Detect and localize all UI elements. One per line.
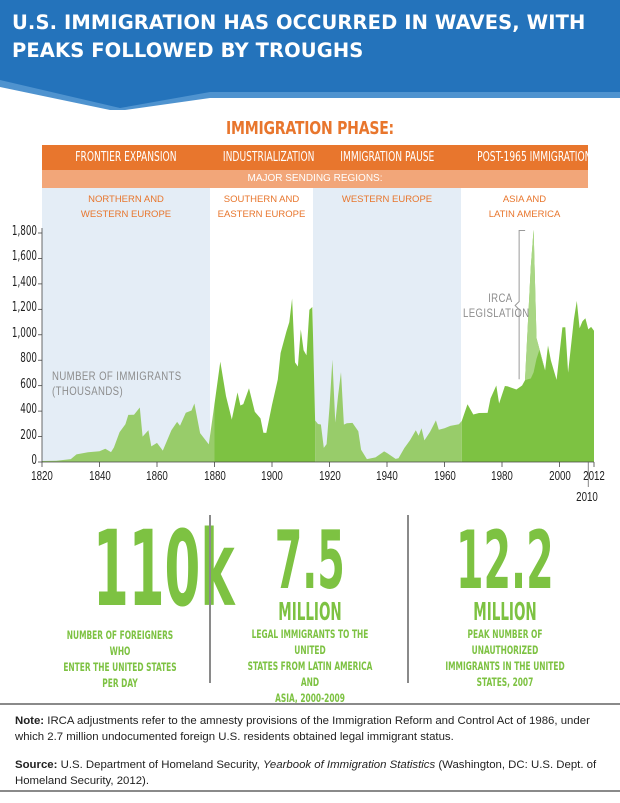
x-tick-label: 2000 [548, 468, 571, 483]
irca-annotation: IRCA LEGISLATION [463, 291, 530, 320]
header-banner-shape [0, 0, 620, 110]
phase-bar: FRONTIER EXPANSION INDUSTRIALIZATION IMM… [42, 145, 592, 170]
y-tick-label: 1,800 [11, 224, 37, 239]
region-bar: MAJOR SENDING REGIONS: [42, 170, 588, 188]
note-text: Note: IRCA adjustments refer to the amne… [15, 713, 610, 745]
phase-heading: IMMIGRATION PHASE: [226, 118, 394, 139]
stat-description: NUMBER OF FOREIGNERS WHO ENTER THE UNITE… [63, 628, 177, 690]
area-irca-adjustments [522, 229, 551, 386]
region-southern-eastern-europe: SOUTHERN AND EASTERN EUROPE [217, 194, 306, 220]
header-banner-dark [0, 0, 620, 108]
title-line-2: PEAKS FOLLOWED BY TROUGHS [12, 39, 364, 62]
y-tick-label: 600 [20, 376, 37, 392]
regions-heading: MAJOR SENDING REGIONS: [247, 173, 383, 184]
phase-industrialization: INDUSTRIALIZATION [222, 150, 315, 165]
y-tick-label: 1,400 [11, 274, 37, 290]
phase-frontier-expansion: FRONTIER EXPANSION [75, 150, 177, 165]
y-tick-label: 800 [20, 351, 37, 367]
x-tick-label: 1820 [31, 468, 53, 483]
source-title: Yearbook of Immigration Statistics [262, 759, 436, 771]
stat-divider [407, 515, 409, 683]
x-tick-label: 1860 [146, 468, 168, 483]
immigration-area-chart [38, 228, 595, 487]
stat-unauthorized-peak: 12.2 MILLION PEAK NUMBER OF UNAUTHORIZED… [415, 515, 595, 690]
stat-description: PEAK NUMBER OF UNAUTHORIZED IMMIGRANTS I… [445, 627, 565, 689]
area-immigration-pause [315, 359, 462, 462]
footer-notes: Note: IRCA adjustments refer to the amne… [0, 703, 620, 792]
source-body: U.S. Department of Homeland Security, [57, 759, 263, 771]
y-tick-label: 200 [20, 427, 37, 443]
y-axis-title: NUMBER OF IMMIGRANTS (THOUSANDS) [52, 369, 182, 398]
note-body: IRCA adjustments refer to the amnesty pr… [15, 715, 590, 743]
stat-foreigners-per-day: 110k NUMBER OF FOREIGNERS WHO ENTER THE … [35, 515, 234, 691]
x-tick-label: 1920 [318, 468, 341, 483]
x-tick-label: 1960 [433, 468, 456, 483]
region-northern-western-europe: NORTHERN AND WESTERN EUROPE [80, 194, 172, 220]
source-text: Source: U.S. Department of Homeland Secu… [15, 757, 610, 789]
stat-divider [209, 515, 211, 683]
stat-value: 110k [92, 508, 235, 630]
y-tick-label: 0 [31, 453, 37, 468]
stat-legal-immigrants: 7.5 MILLION LEGAL IMMIGRANTS TO THE UNIT… [220, 515, 400, 706]
x-tick-label: 1980 [491, 468, 513, 483]
x-tick-label: 1940 [376, 468, 398, 483]
stat-value: 7.5 [274, 514, 346, 607]
phase-immigration-pause: IMMIGRATION PAUSE [339, 150, 435, 165]
y-tick-label: 400 [20, 402, 37, 418]
x-tick-label-2010: 2010 [576, 489, 599, 504]
stat-description: LEGAL IMMIGRANTS TO THE UNITED STATES FR… [247, 627, 373, 705]
stat-unit: MILLION [278, 597, 342, 626]
stat-unit: MILLION [473, 597, 537, 626]
y-tick-label: 1,600 [11, 249, 37, 265]
y-tick-label: 1,200 [11, 300, 37, 316]
title-line-1: U.S. IMMIGRATION HAS OCCURRED IN WAVES, … [12, 11, 586, 34]
note-label: Note: [15, 715, 45, 727]
x-tick-label: 2012 [583, 468, 605, 483]
phase-post-1965: POST-1965 IMMIGRATION [477, 150, 592, 165]
phase-shade-frontier [42, 188, 210, 462]
y-tick-label: 1,000 [11, 325, 37, 341]
region-asia-latin-america: ASIA AND LATIN AMERICA [488, 194, 561, 220]
header-band: U.S. IMMIGRATION HAS OCCURRED IN WAVES, … [0, 0, 620, 110]
x-tick-label: 1880 [203, 468, 226, 483]
irca-bracket [514, 229, 526, 380]
x-tick-label: 1840 [88, 468, 111, 483]
region-western-europe: WESTERN EUROPE [341, 194, 433, 205]
source-body-end: (Washington, DC: U.S. Dept. of Homeland … [15, 759, 597, 787]
page-title: U.S. IMMIGRATION HAS OCCURRED IN WAVES, … [12, 9, 612, 65]
x-tick-label: 1900 [261, 468, 283, 483]
area-industrialization [214, 298, 316, 462]
area-frontier-expansion [42, 403, 215, 462]
source-label: Source: [15, 759, 58, 771]
stat-value: 12.2 [456, 514, 554, 607]
